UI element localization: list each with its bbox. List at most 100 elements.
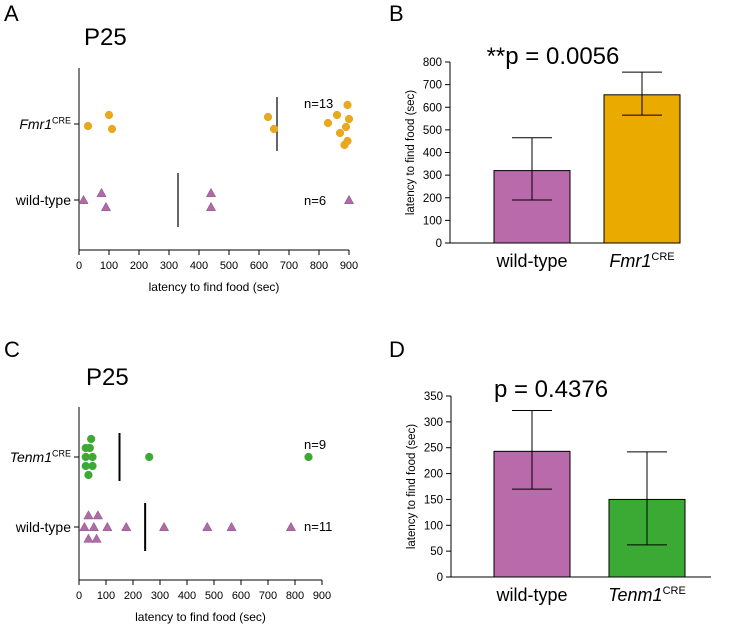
panel-C-data-point — [92, 510, 103, 520]
panel-C-data-point — [83, 510, 94, 520]
panel-C-x-tick-label: 300 — [151, 590, 169, 602]
panel-A-x-tick-label: 900 — [340, 260, 358, 272]
panel-B-y-tick-label: 600 — [423, 102, 442, 114]
panel-B-category-label-sup: CRE — [651, 251, 674, 263]
panel-C-data-point — [91, 533, 102, 543]
panel-B-y-tick-label: 200 — [423, 193, 442, 205]
panel-A-group-label-base: wild-type — [15, 192, 71, 208]
panel-A-x-tick-label: 500 — [220, 260, 238, 272]
panel-A-group-label-sup: CRE — [52, 116, 71, 126]
panel-B-category-label-base: Fmr1 — [609, 251, 651, 271]
panel-C-group-label-sup: CRE — [52, 449, 71, 459]
panel-D-title: p = 0.4376 — [494, 376, 608, 403]
panel-C-data-point — [102, 521, 113, 531]
panel-D-y-tick-label: 50 — [430, 546, 443, 558]
panel-A-x-tick-label: 600 — [250, 260, 268, 272]
panel-A-data-point — [100, 201, 112, 211]
panel-A-data-point — [107, 124, 117, 134]
panel-D-category-label-base: wild-type — [495, 585, 567, 605]
panel-A-data-point — [343, 136, 352, 146]
panel-C-data-point — [304, 452, 313, 462]
panel-A-group-label: wild-type — [15, 192, 71, 208]
panel-A-data-point — [205, 201, 217, 211]
panel-B-y-tick-label: 800 — [423, 57, 442, 69]
panel-A-data-point — [269, 124, 279, 134]
panel-A-data-point — [344, 114, 354, 124]
panel-C-letter: C — [4, 337, 20, 362]
panel-A-data-point — [343, 100, 352, 110]
panel-B-letter: B — [389, 1, 404, 26]
panel-D-category-label: Tenm1CRE — [608, 585, 686, 605]
panel-B-y-tick-label: 300 — [423, 170, 442, 182]
panel-A-x-tick-label: 0 — [76, 260, 82, 272]
panel-A-data-point — [341, 122, 351, 132]
panel-C-data-point — [226, 521, 237, 531]
panel-D-y-tick-label: 250 — [424, 443, 443, 455]
panel-C-data-point — [159, 521, 170, 531]
panel-C-x-axis-label: latency to find food (sec) — [135, 610, 266, 624]
panel-C-x-tick-label: 200 — [124, 590, 142, 602]
panel-C-title: P25 — [86, 364, 129, 391]
panel-A-data-point — [335, 128, 345, 138]
panel-C-x-tick-label: 500 — [205, 590, 223, 602]
panel-C-data-point — [85, 443, 94, 453]
panel-A-group-label: Fmr1CRE — [19, 116, 71, 132]
panel-A-data-point — [104, 110, 114, 120]
panel-C-group-label-base: wild-type — [15, 519, 71, 535]
panel-A-n-label: n=13 — [304, 96, 333, 111]
panel-D-y-tick-label: 100 — [424, 520, 443, 532]
panel-D-y-tick-label: 200 — [424, 469, 443, 481]
panel-C-data-point — [84, 470, 93, 480]
panel-A-data-point — [205, 187, 217, 197]
panel-C-group-label: Tenm1CRE — [10, 449, 71, 465]
panel-B-y-tick-label: 0 — [436, 238, 442, 250]
panel-D-letter: D — [389, 337, 405, 362]
panel-C-data-point — [87, 434, 96, 444]
panel-A-n-label: n=6 — [304, 193, 326, 208]
panel-C-x-tick-label: 0 — [76, 590, 82, 602]
panel-A-x-tick-label: 200 — [130, 260, 148, 272]
panel-A-data-point — [83, 121, 93, 131]
panel-D-y-tick-label: 0 — [437, 572, 443, 584]
panel-C-data-point — [88, 461, 97, 471]
panel-A-data-point — [343, 194, 355, 204]
panel-C-x-tick-label: 100 — [97, 590, 115, 602]
panel-A-title: P25 — [84, 24, 127, 51]
panel-C-n-label: n=9 — [304, 437, 326, 452]
panel-D-category-label-sup: CRE — [663, 585, 686, 597]
panel-C-group-label-base: Tenm1 — [10, 449, 52, 465]
panel-A-letter: A — [4, 1, 19, 26]
panel-C-data-point — [285, 521, 296, 531]
panel-B-category-label: Fmr1CRE — [609, 251, 674, 271]
panel-C-n-label: n=11 — [304, 519, 332, 534]
panel-C-data-point — [202, 521, 213, 531]
panel-A-data-point — [78, 194, 89, 204]
panel-C-group-label: wild-type — [15, 519, 71, 535]
panel-D-category-label-base: Tenm1 — [608, 585, 662, 605]
panel-A-x-axis-label: latency to find food (sec) — [149, 280, 280, 294]
panel-A-x-tick-label: 100 — [100, 260, 118, 272]
panel-A-x-tick-label: 700 — [280, 260, 298, 272]
panel-D-y-tick-label: 300 — [424, 417, 443, 429]
panel-C-x-tick-label: 800 — [286, 590, 304, 602]
panel-B-category-label: wild-type — [495, 251, 567, 271]
panel-B-y-tick-label: 500 — [423, 125, 442, 137]
panel-A-x-tick-label: 400 — [190, 260, 208, 272]
panel-A-x-tick-label: 300 — [160, 260, 178, 272]
panel-A-data-point — [323, 118, 333, 128]
panel-A-data-point — [263, 112, 273, 122]
panel-C-data-point — [83, 533, 94, 543]
panel-C-x-tick-label: 600 — [232, 590, 250, 602]
panel-D-y-axis-label: latency to find food (sec) — [406, 424, 418, 549]
panel-C-data-point — [121, 521, 132, 531]
panel-A-data-point — [332, 110, 342, 120]
panel-C-data-point — [79, 521, 90, 531]
panel-C-data-point — [88, 521, 99, 531]
panel-D-y-tick-label: 350 — [424, 391, 443, 403]
panel-C-x-tick-label: 900 — [313, 590, 331, 602]
panel-A-x-tick-label: 800 — [310, 260, 328, 272]
panel-A-data-point — [96, 187, 107, 197]
panel-C-data-point — [145, 452, 154, 462]
panel-B-y-axis-label: latency to find food (sec) — [405, 90, 417, 215]
